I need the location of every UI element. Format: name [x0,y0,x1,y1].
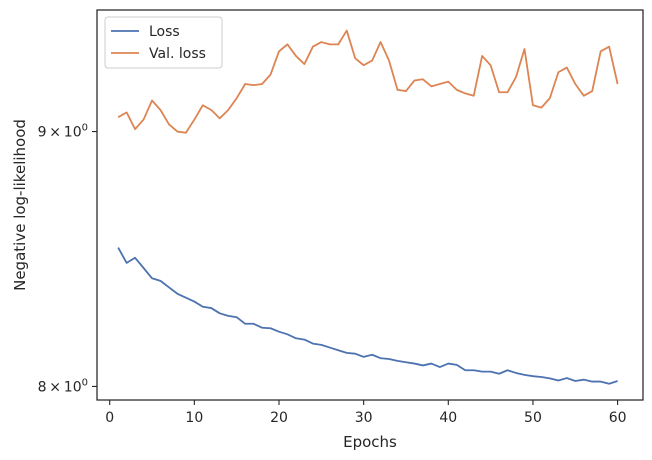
plot-frame [96,9,644,401]
x-tick-label: 50 [524,410,542,426]
y-axis-label: Negative log-likelihood [11,119,29,291]
x-tick-label: 10 [185,410,203,426]
series-layer [117,29,619,385]
x-tick-label: 60 [609,410,627,426]
series-line-0 [117,247,618,385]
legend-box [104,16,223,69]
series-line-1 [117,29,619,134]
legend-label: Val. loss [149,46,206,62]
legend: Loss Val. loss [104,16,223,69]
y-tick-label: 9 × 100 [38,123,88,141]
x-axis-label: Epochs [343,433,397,451]
x-tick-label: 0 [105,410,114,426]
y-tick-label: 8 × 100 [38,377,88,395]
ticks-layer: 0 10 20 30 40 50 60 8 × 100 9 × 100 [38,123,627,426]
x-tick-label: 40 [439,410,457,426]
x-tick-label: 20 [270,410,288,426]
legend-label: Loss [149,24,180,40]
x-tick-label: 30 [355,410,373,426]
